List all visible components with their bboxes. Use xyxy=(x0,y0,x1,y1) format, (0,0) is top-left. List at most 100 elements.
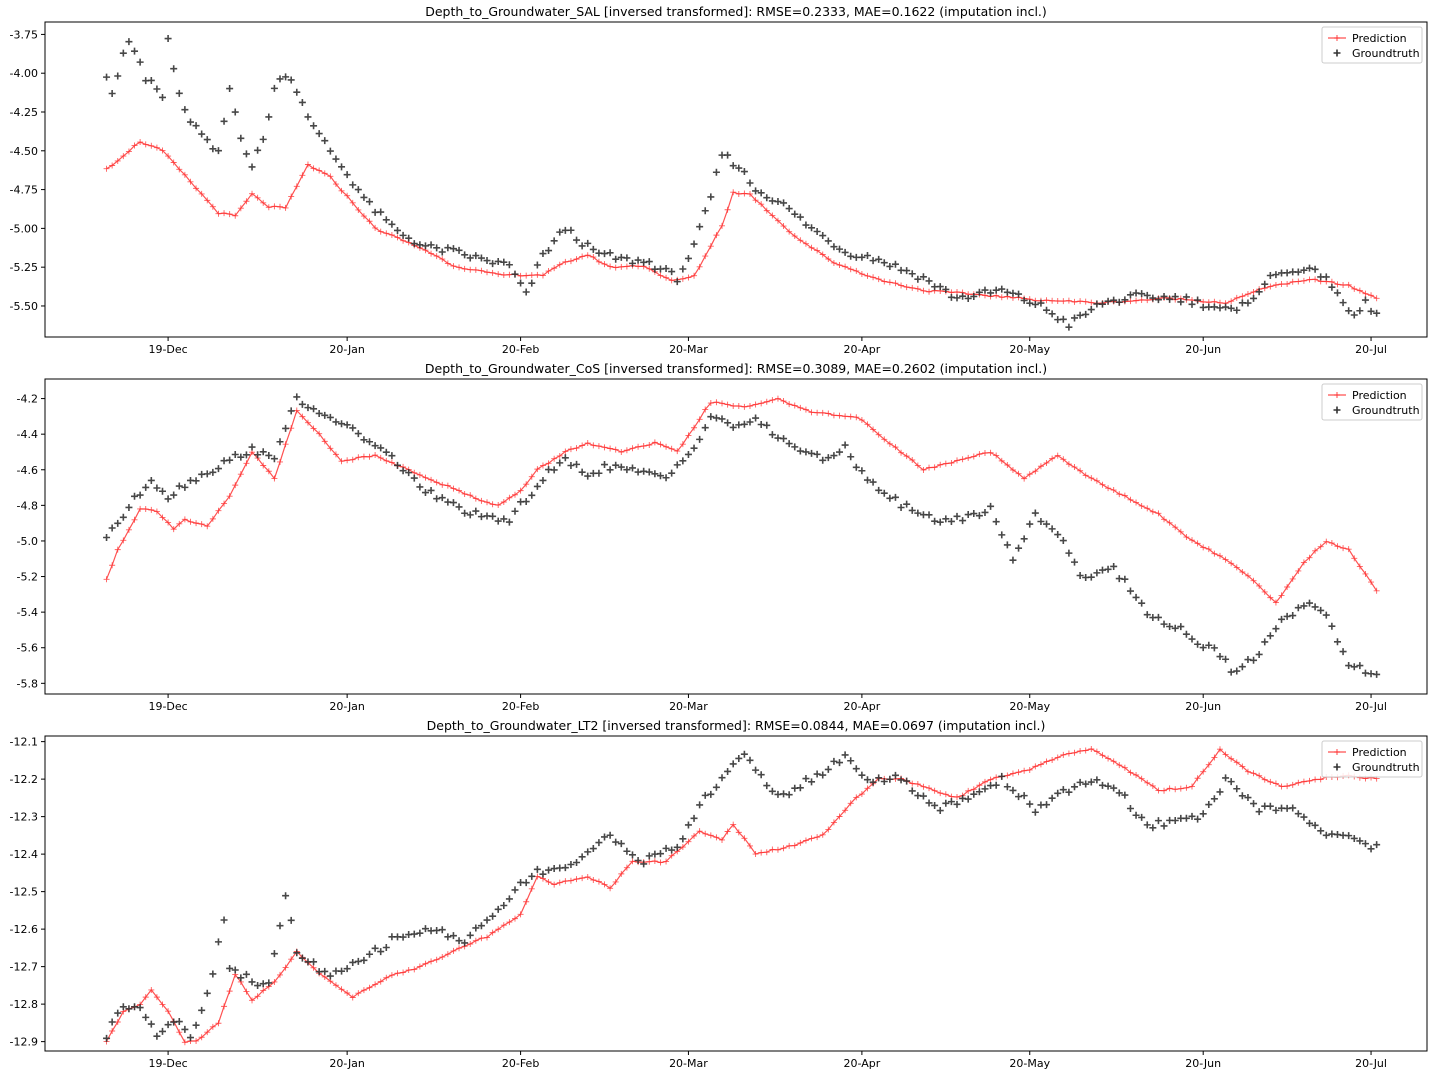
prediction-point xyxy=(623,263,630,270)
prediction-point xyxy=(193,520,200,527)
prediction-point xyxy=(959,456,966,463)
prediction-point xyxy=(657,441,664,448)
groundtruth-point xyxy=(1121,296,1129,304)
prediction-point xyxy=(758,849,765,856)
groundtruth-point xyxy=(914,275,922,283)
prediction-point xyxy=(1233,564,1240,571)
prediction-point xyxy=(881,436,888,443)
prediction-point xyxy=(394,234,401,241)
prediction-point xyxy=(696,416,703,423)
prediction-point xyxy=(551,881,558,888)
groundtruth-point xyxy=(601,461,609,469)
prediction-point xyxy=(439,256,446,263)
groundtruth-point xyxy=(1216,653,1224,661)
groundtruth-point xyxy=(863,251,871,259)
groundtruth-point xyxy=(707,193,715,201)
groundtruth-point xyxy=(645,852,653,860)
prediction-point xyxy=(993,774,1000,781)
prediction-point xyxy=(1345,546,1352,553)
groundtruth-point xyxy=(343,421,351,429)
groundtruth-point xyxy=(276,438,284,446)
groundtruth-point xyxy=(556,459,564,467)
groundtruth-point xyxy=(466,254,474,262)
prediction-point xyxy=(579,875,586,882)
prediction-point xyxy=(556,261,563,268)
groundtruth-point xyxy=(399,467,407,475)
groundtruth-point xyxy=(505,895,513,903)
prediction-point xyxy=(1200,298,1207,305)
groundtruth-point xyxy=(858,253,866,261)
prediction-point xyxy=(987,449,994,456)
prediction-point xyxy=(1093,477,1100,484)
groundtruth-point xyxy=(847,757,855,765)
prediction-point xyxy=(1177,785,1184,792)
groundtruth-point xyxy=(612,461,620,469)
groundtruth-point xyxy=(1361,296,1369,304)
chart-panel-1: Depth_to_Groundwater_SAL [inversed trans… xyxy=(10,4,1428,356)
groundtruth-point xyxy=(517,279,525,287)
groundtruth-point xyxy=(1210,795,1218,803)
y-tick-label: -5.8 xyxy=(17,677,38,690)
groundtruth-point xyxy=(852,463,860,471)
prediction-point xyxy=(176,1029,183,1036)
prediction-point xyxy=(836,262,843,269)
y-tick-label: -5.4 xyxy=(17,606,38,619)
groundtruth-point xyxy=(416,929,424,937)
y-tick-label: -12.7 xyxy=(10,961,38,974)
prediction-point xyxy=(204,523,211,530)
groundtruth-point xyxy=(1087,778,1095,786)
groundtruth-point xyxy=(1350,311,1358,319)
groundtruth-point xyxy=(108,1018,116,1026)
groundtruth-point xyxy=(282,73,290,81)
prediction-point xyxy=(511,915,518,922)
groundtruth-point xyxy=(623,466,631,474)
prediction-point xyxy=(741,835,748,842)
prediction-point xyxy=(1032,468,1039,475)
prediction-point xyxy=(1026,471,1033,478)
prediction-point xyxy=(444,482,451,489)
prediction-point xyxy=(914,781,921,788)
groundtruth-point xyxy=(326,413,334,421)
groundtruth-point xyxy=(936,807,944,815)
groundtruth-point xyxy=(449,499,457,507)
prediction-point xyxy=(120,537,127,544)
groundtruth-point xyxy=(282,892,290,900)
x-tick-label: 20-Feb xyxy=(502,1057,539,1070)
groundtruth-point xyxy=(1154,613,1162,621)
groundtruth-point xyxy=(1294,268,1302,276)
groundtruth-point xyxy=(444,933,452,941)
groundtruth-point xyxy=(153,484,161,492)
prediction-point xyxy=(635,263,642,270)
prediction-point xyxy=(1289,575,1296,582)
groundtruth-point xyxy=(119,513,127,521)
prediction-point xyxy=(1015,769,1022,776)
groundtruth-point xyxy=(242,150,250,158)
groundtruth-point xyxy=(964,511,972,519)
groundtruth-point xyxy=(125,38,133,46)
groundtruth-point xyxy=(819,232,827,240)
groundtruth-point xyxy=(998,285,1006,293)
prediction-point xyxy=(954,457,961,464)
prediction-point xyxy=(1127,496,1134,503)
prediction-point xyxy=(137,139,144,146)
prediction-point xyxy=(965,787,972,794)
prediction-point xyxy=(1049,757,1056,764)
prediction-point xyxy=(1267,283,1274,290)
prediction-point xyxy=(948,459,955,466)
prediction-point xyxy=(769,397,776,404)
groundtruth-point xyxy=(886,262,894,270)
prediction-point xyxy=(1161,787,1168,794)
groundtruth-point xyxy=(987,289,995,297)
groundtruth-point xyxy=(1009,289,1017,297)
prediction-point xyxy=(539,272,546,279)
x-tick-label: 20-Jan xyxy=(329,700,365,713)
groundtruth-point xyxy=(1333,638,1341,646)
groundtruth-point xyxy=(270,84,278,92)
groundtruth-point xyxy=(1154,296,1162,304)
groundtruth-point xyxy=(472,507,480,515)
prediction-point xyxy=(646,442,653,449)
groundtruth-point xyxy=(539,250,547,258)
y-tick-label: -4.8 xyxy=(17,499,38,512)
groundtruth-point xyxy=(360,956,368,964)
groundtruth-point xyxy=(668,268,676,276)
